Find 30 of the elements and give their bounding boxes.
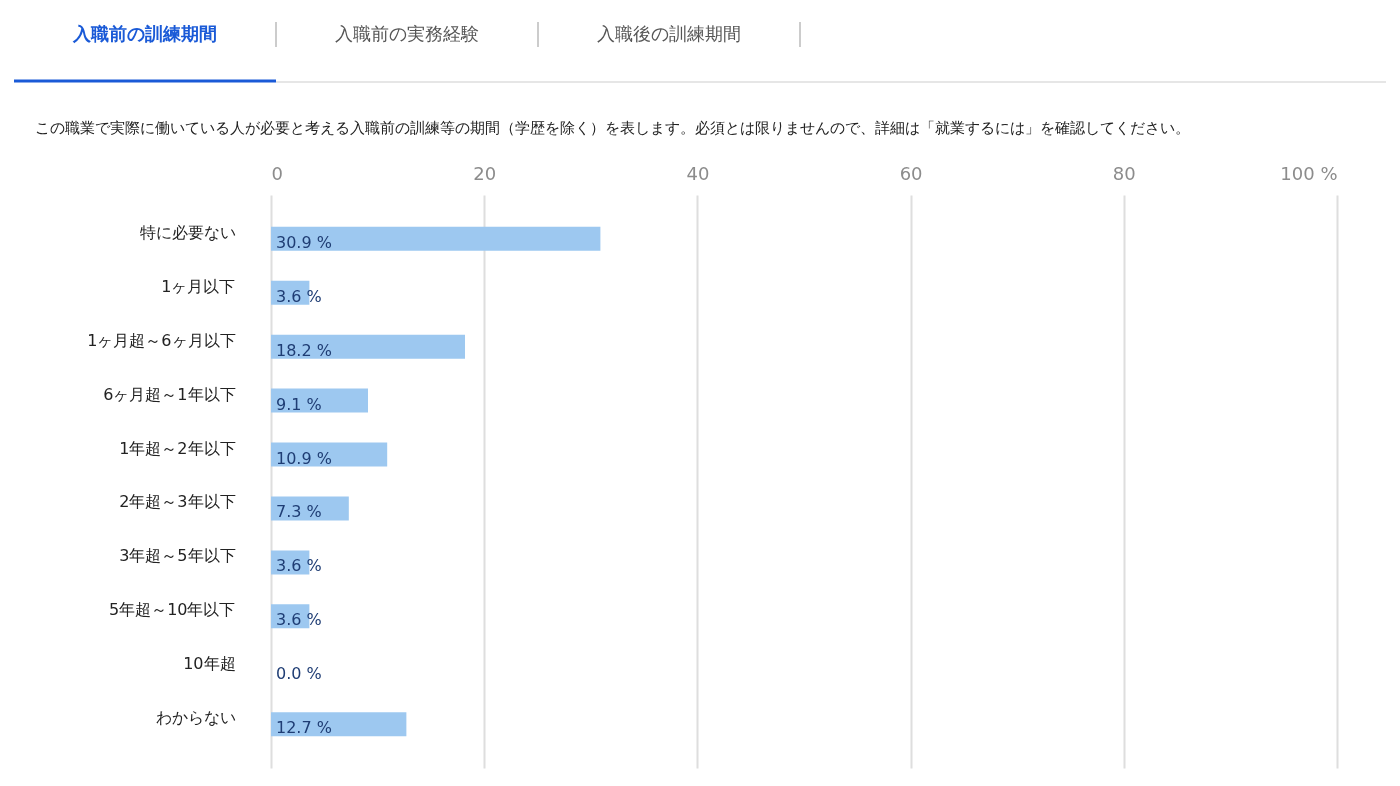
data-label: 3.6 % [276,556,322,576]
y-tick-label: 6ヶ月超～1年以下 [103,384,236,404]
y-tick-label: 1ヶ月以下 [161,276,236,296]
data-label: 3.6 % [276,286,322,306]
y-tick-label: わからない [155,708,236,728]
data-label: 18.2 % [276,340,332,360]
text: 入職前の実務経験 [335,23,479,44]
x-tick-label: 40 [686,162,710,184]
y-tick-label: 10年超 [183,654,236,674]
x-tick-label: 80 [1112,162,1136,184]
data-label: 3.6 % [276,610,322,630]
y-tick-label: 5年超～10年以下 [108,600,236,620]
y-tick-label: 3年超～5年以下 [119,546,236,566]
chart-subtitle: この職業で実際に働いている人が必要と考える入職前の訓練等の期間（学歴を除く）を表します。必須とは限りませんので、詳細は「就業するには」を確認してください。 [35,119,1190,137]
x-tick-label: 20 [473,162,497,184]
y-tick-label: 1年超～2年以下 [119,438,236,458]
x-tick-label: 60 [899,162,923,184]
y-tick-label: 1ヶ月超～6ヶ月以下 [87,330,236,350]
x-tick-label: 100 % [1280,162,1338,184]
data-label: 7.3 % [276,502,322,522]
chart-title: 入職前の訓練期間 [72,23,217,44]
data-label: 9.1 % [276,394,322,414]
text: 入職後の訓練期間 [597,23,741,44]
data-label: 10.9 % [276,448,332,468]
y-tick-label: 2年超～3年以下 [119,492,236,512]
y-tick-label: 特に必要ない [139,222,236,242]
x-tick-label: 0 [271,162,283,184]
data-label: 0.0 % [276,664,322,684]
data-label: 12.7 % [276,718,332,738]
data-label: 30.9 % [276,232,332,252]
